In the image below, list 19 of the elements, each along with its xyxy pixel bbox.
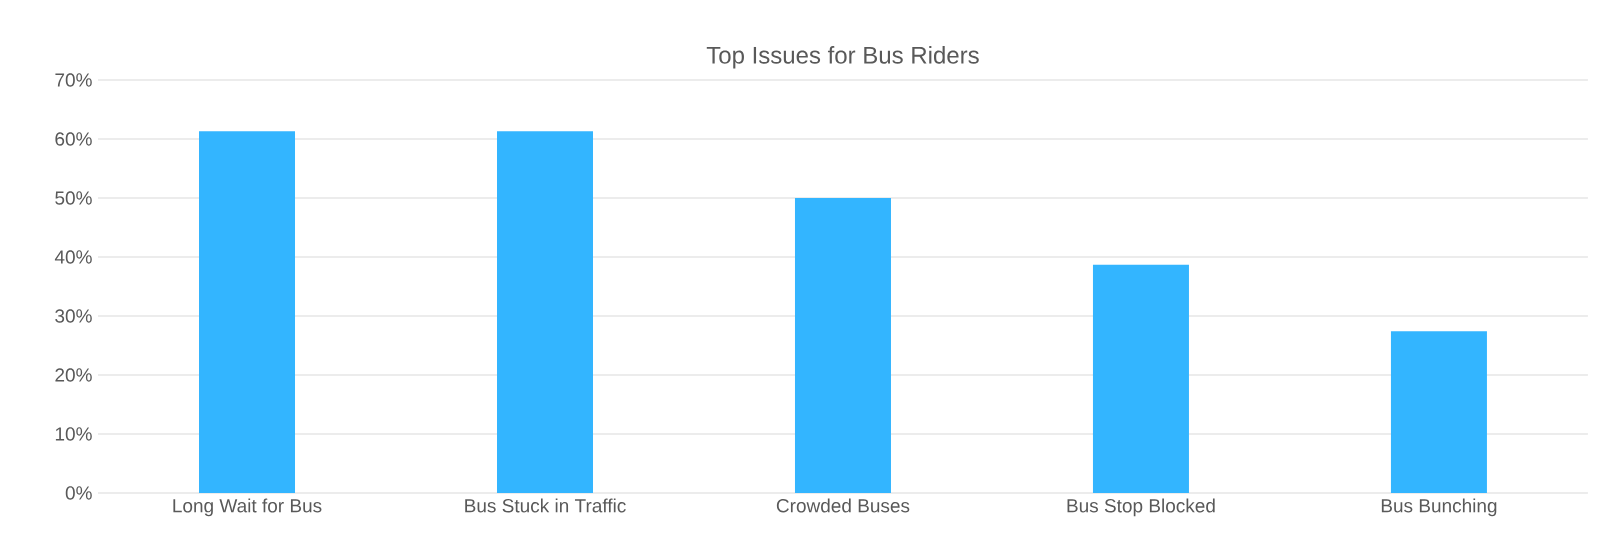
- x-tick-label: Bus Bunching: [1381, 498, 1497, 517]
- y-tick-label: 40%: [54, 250, 92, 264]
- y-tick-label: 70%: [55, 73, 92, 87]
- bar: [497, 131, 593, 493]
- x-tick-label: Bus Stuck in Traffic: [465, 498, 626, 513]
- y-tick-label: 0%: [65, 486, 92, 500]
- y-tick-label: 50%: [55, 191, 92, 205]
- x-tick-label: Bus Stop Blocked: [1067, 498, 1215, 517]
- x-tick-label: Long Wait for Bus: [173, 498, 322, 517]
- y-tick-label: 30%: [55, 309, 92, 323]
- y-tick-label: 10%: [55, 427, 92, 441]
- chart-title: Top Issues for Bus Riders: [706, 46, 979, 69]
- bar: [199, 131, 296, 493]
- y-tick-label: 20%: [55, 368, 92, 382]
- bar: [1390, 331, 1487, 493]
- y-tick-label: 60%: [55, 132, 92, 146]
- x-tick-label: Crowded Buses: [776, 498, 910, 513]
- bar: [794, 197, 891, 493]
- bar: [1092, 264, 1189, 493]
